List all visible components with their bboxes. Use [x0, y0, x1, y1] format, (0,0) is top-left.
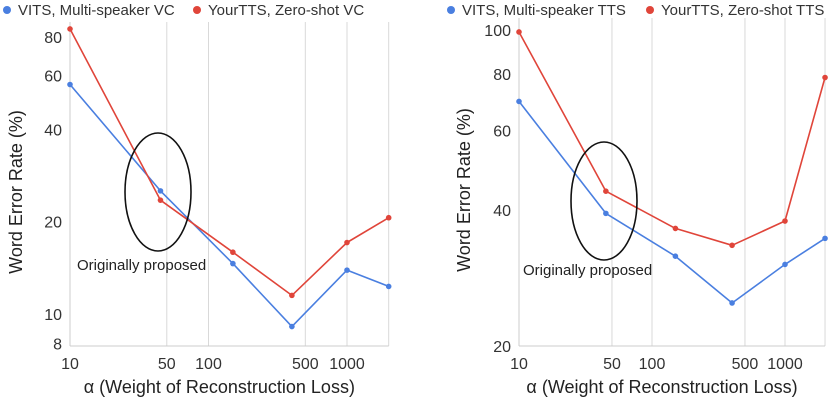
y-tick-label: 20	[44, 215, 62, 232]
legend-marker	[193, 6, 201, 14]
legend-label: VITS, Multi-speaker VC	[18, 2, 175, 19]
legend-marker	[646, 6, 654, 14]
y-tick-label: 10	[44, 307, 62, 324]
data-point	[289, 323, 295, 330]
data-point	[782, 261, 788, 268]
x-tick-label: 10	[510, 356, 528, 373]
annotation-ellipse	[570, 141, 638, 261]
x-tick-label: 100	[639, 356, 666, 373]
y-axis-title: Word Error Rate (%)	[454, 108, 474, 272]
data-point	[67, 81, 73, 88]
x-tick-label: 50	[603, 356, 621, 373]
legend-label: YourTTS, Zero-shot TTS	[661, 2, 824, 19]
legend-label: VITS, Multi-speaker TTS	[462, 2, 626, 19]
chart-1: 10 50 100 500 1000 8 10 20 40 60 80 α (Weight of Re…	[3, 2, 392, 397]
data-point	[822, 74, 828, 81]
y-tick-label: 8	[53, 337, 62, 354]
data-point	[385, 214, 392, 221]
data-point	[289, 292, 295, 299]
annotation-label: Originally proposed	[523, 262, 652, 279]
series-line	[518, 100, 826, 304]
data-point	[603, 188, 609, 194]
y-tick-label: 100	[484, 23, 511, 40]
data-point	[344, 239, 350, 246]
x-tick-label: 50	[158, 356, 176, 373]
data-point	[782, 218, 788, 224]
x-tick-label: 10	[61, 356, 79, 373]
x-axis-title: α (Weight of Reconstruction Loss)	[84, 377, 355, 397]
y-tick-label: 40	[493, 203, 511, 220]
chart-2: 10 50 100 500 1000 20 40 60 80 100 α (Weight of Re…	[447, 2, 828, 397]
x-tick-label: 1000	[767, 356, 803, 373]
x-tick-label: 500	[732, 356, 759, 373]
data-point	[672, 225, 679, 232]
x-tick-label: 500	[292, 356, 319, 373]
annotation-ellipse	[124, 132, 192, 252]
data-point	[822, 235, 828, 242]
data-point	[729, 242, 735, 249]
y-tick-label: 80	[493, 67, 511, 84]
x-tick-label: 1000	[329, 356, 365, 373]
x-tick-label: 100	[195, 356, 222, 373]
series-line	[518, 31, 826, 247]
y-tick-label: 20	[493, 339, 511, 356]
data-point	[157, 188, 164, 194]
data-point	[344, 267, 350, 273]
legend-marker	[3, 6, 11, 14]
data-point	[230, 260, 236, 267]
annotation-label: Originally proposed	[77, 257, 206, 274]
data-point	[230, 249, 236, 256]
legend-marker	[447, 6, 455, 14]
data-point	[385, 283, 392, 290]
series-line	[69, 28, 390, 297]
legend-label: YourTTS, Zero-shot VC	[208, 2, 364, 19]
y-tick-label: 40	[44, 122, 62, 139]
x-axis-title: α (Weight of Reconstruction Loss)	[526, 377, 797, 397]
y-tick-label: 80	[44, 30, 62, 47]
data-point	[603, 210, 609, 217]
y-axis-title: Word Error Rate (%)	[6, 110, 26, 274]
data-point	[672, 253, 679, 259]
data-point	[67, 26, 73, 32]
data-point	[516, 29, 522, 35]
data-point	[157, 197, 164, 203]
data-point	[516, 98, 522, 105]
y-tick-label: 60	[493, 123, 511, 140]
data-point	[729, 300, 735, 306]
y-tick-label: 60	[44, 68, 62, 85]
